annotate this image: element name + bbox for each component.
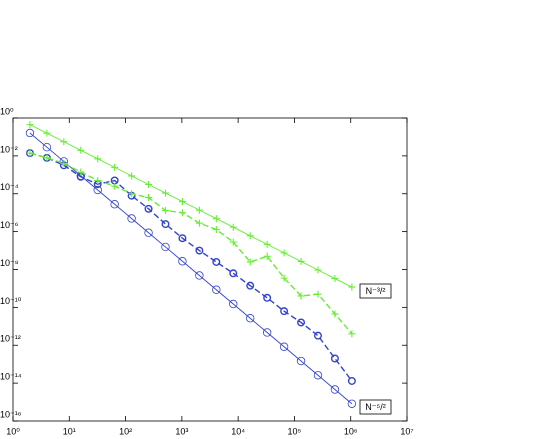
marker bbox=[195, 271, 204, 280]
y-tick-label: 10⁻¹⁴ bbox=[0, 372, 22, 382]
marker bbox=[178, 234, 187, 243]
marker bbox=[263, 293, 272, 302]
marker bbox=[77, 146, 85, 154]
marker bbox=[330, 385, 340, 394]
marker bbox=[297, 257, 305, 265]
marker bbox=[178, 198, 186, 206]
x-tick-label: 10⁷ bbox=[400, 426, 413, 436]
marker bbox=[94, 177, 102, 185]
marker bbox=[280, 274, 288, 282]
marker bbox=[128, 172, 136, 180]
marker bbox=[26, 121, 34, 129]
marker bbox=[178, 257, 187, 266]
marker bbox=[94, 155, 102, 163]
marker bbox=[313, 331, 322, 340]
marker bbox=[246, 258, 254, 266]
marker bbox=[128, 190, 136, 198]
marker bbox=[313, 371, 323, 380]
marker bbox=[195, 219, 203, 227]
marker bbox=[93, 185, 102, 195]
x-tick-label: 10⁶ bbox=[344, 426, 358, 436]
marker bbox=[60, 159, 68, 167]
marker bbox=[111, 182, 119, 190]
marker bbox=[212, 257, 221, 266]
marker bbox=[279, 342, 289, 351]
marker bbox=[348, 283, 356, 291]
marker bbox=[348, 330, 356, 338]
y-tick-label: 10⁻⁴ bbox=[0, 182, 19, 192]
annotation: N⁻³/² bbox=[366, 286, 386, 296]
marker bbox=[212, 225, 220, 233]
marker bbox=[195, 246, 204, 255]
marker bbox=[212, 285, 221, 294]
marker bbox=[280, 307, 289, 316]
marker bbox=[280, 249, 288, 257]
marker bbox=[330, 354, 339, 363]
marker bbox=[297, 292, 305, 300]
marker bbox=[263, 252, 271, 260]
x-tick-label: 10⁵ bbox=[288, 426, 302, 436]
y-tick-label: 10⁰ bbox=[0, 106, 14, 116]
marker bbox=[25, 128, 35, 138]
series-line bbox=[29, 124, 353, 288]
marker bbox=[144, 204, 153, 213]
annotation-box bbox=[359, 283, 392, 299]
annotation: N⁻⁵/² bbox=[365, 402, 385, 412]
y-tick-label: 10⁻⁸ bbox=[0, 258, 19, 268]
marker bbox=[195, 206, 203, 214]
marker bbox=[127, 214, 136, 223]
marker bbox=[43, 154, 51, 162]
marker bbox=[161, 220, 170, 229]
y-tick-label: 10⁻⁶ bbox=[0, 220, 19, 230]
x-tick-label: 10³ bbox=[175, 426, 188, 436]
marker bbox=[110, 200, 119, 209]
marker bbox=[77, 168, 85, 176]
marker bbox=[144, 228, 153, 237]
marker bbox=[26, 149, 34, 157]
annotation-box bbox=[359, 399, 392, 415]
series-line bbox=[29, 152, 353, 335]
series-line bbox=[29, 152, 353, 382]
series-line bbox=[29, 132, 353, 405]
marker bbox=[296, 356, 306, 366]
marker bbox=[331, 275, 339, 283]
x-tick-label: 10² bbox=[119, 426, 132, 436]
marker bbox=[42, 143, 52, 152]
marker bbox=[178, 209, 186, 217]
marker bbox=[314, 290, 322, 298]
marker bbox=[161, 207, 169, 215]
marker bbox=[145, 180, 153, 188]
marker bbox=[161, 189, 169, 197]
marker bbox=[229, 299, 238, 309]
y-tick-label: 10⁻¹² bbox=[0, 334, 21, 344]
marker bbox=[229, 238, 237, 246]
marker bbox=[347, 399, 357, 408]
marker bbox=[161, 242, 170, 252]
marker bbox=[297, 318, 306, 327]
y-tick-label: 10⁻² bbox=[0, 144, 18, 154]
marker bbox=[43, 129, 51, 137]
x-tick-label: 10⁴ bbox=[231, 426, 245, 436]
marker bbox=[246, 314, 255, 323]
marker bbox=[246, 232, 254, 240]
y-tick-label: 10⁻¹⁰ bbox=[0, 296, 22, 306]
marker bbox=[347, 376, 356, 385]
marker bbox=[60, 138, 68, 146]
marker bbox=[262, 328, 272, 337]
marker bbox=[229, 223, 237, 231]
marker bbox=[331, 310, 339, 318]
marker bbox=[314, 266, 322, 274]
marker bbox=[145, 194, 153, 202]
marker bbox=[246, 281, 255, 290]
x-tick-label: 10⁰ bbox=[6, 426, 20, 436]
marker bbox=[229, 269, 238, 278]
marker bbox=[111, 163, 119, 171]
marker bbox=[212, 215, 220, 223]
marker bbox=[263, 240, 271, 248]
x-tick-label: 10¹ bbox=[63, 426, 76, 436]
y-tick-label: 10⁻¹⁶ bbox=[0, 409, 22, 419]
